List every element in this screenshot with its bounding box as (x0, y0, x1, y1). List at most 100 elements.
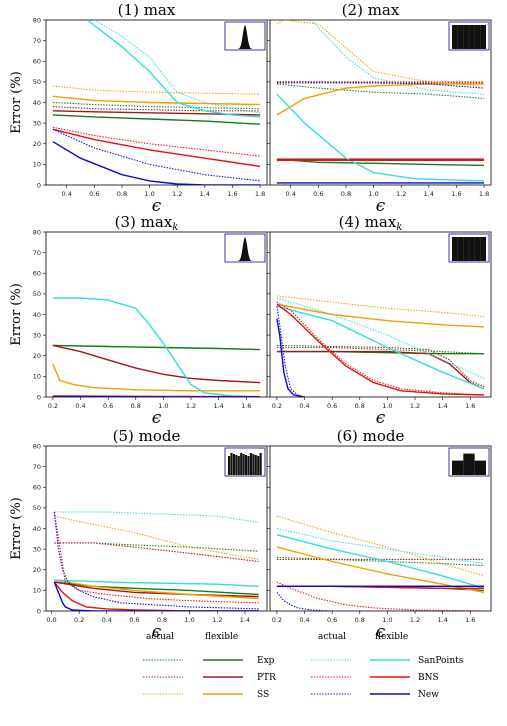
chart-title: (4) maxk (339, 213, 403, 233)
x-tick-label: 1.0 (184, 616, 194, 624)
inset-bar (242, 454, 245, 475)
series-line-new-flexible (276, 318, 305, 397)
chart-panel: (4) maxk 0.2 0.4 0.6 0.8 1.0 1.2 1.4 1.6 ϵ (267, 213, 492, 428)
series-line-exp-actual (276, 346, 485, 355)
series-group (52, 20, 261, 185)
series-line-sanpoints-actual (310, 20, 485, 95)
x-tick-label: 0.8 (117, 190, 127, 198)
y-axis-label: Error (%) (9, 497, 24, 560)
series-group (52, 297, 261, 397)
x-tick-label: 1.6 (227, 190, 237, 198)
x-tick-label: 1.0 (144, 190, 154, 198)
series-group (276, 20, 485, 184)
x-tick-label: 0.2 (74, 616, 84, 624)
series-line-sanpoints-flexible (276, 93, 485, 182)
x-tick-label: 0.2 (48, 402, 58, 410)
inset-bar (463, 453, 475, 475)
x-tick-label: 1.6 (451, 190, 461, 198)
y-tick-label: 40 (33, 311, 41, 319)
series-line-ss-flexible (54, 579, 259, 600)
x-tick-label: 1.0 (382, 402, 392, 410)
series-line-ss-flexible (276, 83, 485, 116)
chart-panel: (3) maxk 0.2 0.4 0.6 0.8 1.0 1.2 1.4 1.6 0 10 20 30 4… (9, 213, 268, 428)
x-tick-label: 1.0 (158, 402, 168, 410)
series-line-sanpoints-flexible (54, 579, 259, 587)
inset-histogram (228, 237, 262, 261)
inset-histogram (228, 25, 262, 49)
x-tick-label: 0.8 (355, 616, 365, 624)
x-tick-label: 1.0 (382, 616, 392, 624)
chart-panel: (2) max 0.4 0.6 0.8 1.0 1.2 1.4 1.6 1.8 ϵ (267, 1, 492, 216)
series-line-ss-flexible (52, 95, 261, 106)
x-axis-label: ϵ (152, 408, 162, 428)
x-tick-label: 0.6 (313, 190, 323, 198)
y-tick-label: 40 (33, 525, 41, 533)
x-tick-label: 0.4 (62, 190, 72, 198)
y-tick-label: 80 (33, 442, 41, 450)
series-line-ss-actual (276, 20, 485, 87)
series-line-bns-flexible (276, 303, 485, 396)
x-tick-label: 1.4 (424, 190, 434, 198)
series-line-bns-flexible (52, 128, 261, 168)
x-axis-label: ϵ (376, 408, 386, 428)
x-tick-label: 1.6 (465, 402, 475, 410)
series-line-new-actual (276, 592, 485, 611)
series-line-bns-actual (52, 126, 261, 157)
chart-title: (5) mode (113, 427, 181, 445)
y-tick-label: 80 (33, 228, 41, 236)
x-axis-label: ϵ (376, 622, 386, 642)
series-line-sanpoints-flexible (276, 305, 485, 390)
legend-label: Exp (257, 656, 275, 666)
y-tick-label: 10 (33, 161, 41, 169)
inset-bar (254, 455, 257, 475)
y-tick-label: 30 (33, 119, 41, 127)
inset-bar (257, 456, 260, 475)
x-tick-label: 0.8 (355, 402, 365, 410)
series-line-ptr-actual (276, 344, 485, 388)
series-line-ss-actual (276, 295, 485, 318)
x-tick-label: 0.8 (341, 190, 351, 198)
x-tick-label: 1.0 (368, 190, 378, 198)
inset-bar (245, 455, 248, 475)
y-axis-label: Error (%) (9, 283, 24, 346)
series-line-bns-actual (276, 581, 485, 611)
y-tick-label: 70 (33, 463, 41, 471)
series-line-new-actual (52, 128, 261, 182)
y-tick-label: 60 (33, 484, 41, 492)
series-group (276, 515, 485, 611)
x-tick-label: 1.2 (186, 402, 196, 410)
inset-bar (228, 456, 231, 475)
legend-header-flexible: flexible (205, 632, 238, 642)
series-line-bns-actual (53, 511, 259, 604)
series-line-ptr-actual (54, 542, 259, 563)
series-line-ss-flexible (52, 363, 261, 392)
legend: actual flexible actual flexible Exp PTR SS SanP… (143, 632, 464, 700)
x-tick-label: 0.2 (272, 402, 282, 410)
x-tick-label: 0.8 (131, 402, 141, 410)
x-axis-label: ϵ (376, 196, 386, 216)
y-tick-label: 50 (33, 290, 41, 298)
y-tick-label: 30 (33, 331, 41, 339)
chart-panel: (1) max 0.4 0.6 0.8 1.0 1.2 1.4 1.6 1.8 0 10 20 30 40… (9, 1, 268, 216)
series-line-sanpoints-actual (54, 511, 259, 523)
series-line-ptr-flexible (52, 344, 261, 384)
inset-bar (230, 453, 233, 475)
inset-bar (247, 456, 250, 475)
x-tick-label: 1.2 (172, 190, 182, 198)
y-tick-label: 70 (33, 249, 41, 257)
series-group (53, 511, 259, 611)
inset-bar (235, 455, 238, 475)
x-tick-label: 1.4 (213, 402, 223, 410)
x-tick-label: 0.6 (103, 402, 113, 410)
series-line-new-flexible (52, 141, 261, 185)
y-tick-label: 0 (37, 607, 41, 615)
y-tick-label: 0 (37, 181, 41, 189)
y-tick-label: 50 (33, 504, 41, 512)
y-tick-label: 50 (33, 78, 41, 86)
y-axis-label: Error (%) (9, 71, 24, 134)
y-tick-label: 20 (33, 140, 41, 148)
x-tick-label: 1.2 (410, 402, 420, 410)
y-tick-label: 20 (33, 352, 41, 360)
y-tick-label: 10 (33, 373, 41, 381)
